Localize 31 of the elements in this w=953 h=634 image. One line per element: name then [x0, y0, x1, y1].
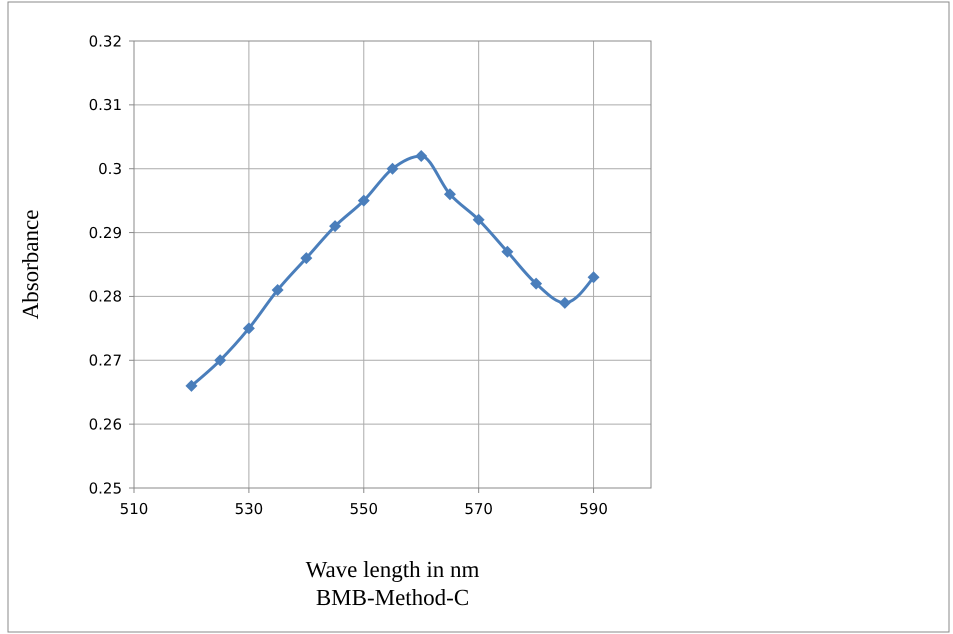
y-tick-label: 0.32	[88, 32, 122, 50]
x-tick-label: 530	[234, 500, 264, 518]
point	[530, 278, 542, 290]
y-tick-label: 0.31	[88, 96, 122, 114]
point	[501, 246, 514, 258]
y-tick-label: 0.28	[88, 288, 122, 306]
x-tick-label: 570	[464, 500, 493, 518]
x-axis-title: Wave length in nm	[306, 557, 480, 582]
point	[558, 296, 571, 309]
y-tick-label: 0.27	[88, 352, 122, 370]
y-tick-label: 0.29	[88, 224, 122, 242]
x-tick-label: 550	[349, 500, 378, 518]
y-tick-label: 0.3	[98, 160, 122, 178]
y-axis-title: Absorbance	[18, 210, 43, 320]
point	[444, 188, 456, 200]
point	[472, 214, 485, 226]
point	[242, 322, 255, 334]
y-tick-label: 0.25	[88, 479, 122, 498]
point	[415, 150, 428, 162]
x-tick-label: 510	[120, 500, 148, 518]
y-tick-label: 0.26	[88, 415, 122, 434]
point	[185, 380, 198, 392]
x-tick-label: 590	[579, 500, 608, 518]
point	[386, 162, 398, 175]
point	[329, 220, 342, 232]
point	[358, 194, 370, 207]
point	[588, 271, 600, 284]
point	[272, 284, 284, 296]
point	[300, 252, 312, 264]
point	[214, 354, 226, 366]
text: BMB-Method-C	[316, 585, 470, 610]
